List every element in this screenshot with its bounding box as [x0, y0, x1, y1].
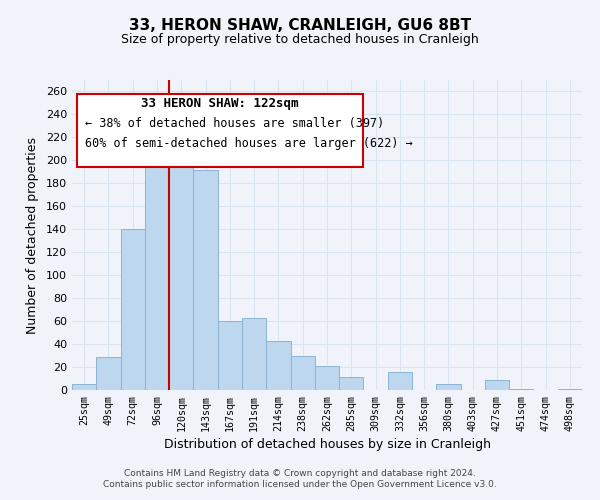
Bar	[169, 149, 193, 390]
Bar	[436, 384, 461, 390]
FancyBboxPatch shape	[77, 94, 363, 167]
Text: 33, HERON SHAW, CRANLEIGH, GU6 8BT: 33, HERON SHAW, CRANLEIGH, GU6 8BT	[129, 18, 471, 32]
Text: Size of property relative to detached houses in Cranleigh: Size of property relative to detached ho…	[121, 32, 479, 46]
Text: Contains public sector information licensed under the Open Government Licence v3: Contains public sector information licen…	[103, 480, 497, 489]
Text: Contains HM Land Registry data © Crown copyright and database right 2024.: Contains HM Land Registry data © Crown c…	[124, 468, 476, 477]
Bar	[388, 372, 412, 390]
Bar	[339, 378, 364, 390]
Bar	[266, 340, 290, 390]
Bar	[218, 321, 242, 390]
Bar	[96, 356, 121, 390]
Bar	[242, 318, 266, 390]
Text: 60% of semi-detached houses are larger (622) →: 60% of semi-detached houses are larger (…	[85, 138, 413, 150]
Bar	[290, 356, 315, 390]
Bar	[193, 170, 218, 390]
Text: ← 38% of detached houses are smaller (397): ← 38% of detached houses are smaller (39…	[85, 117, 384, 130]
Bar	[121, 230, 145, 390]
Y-axis label: Number of detached properties: Number of detached properties	[26, 136, 39, 334]
X-axis label: Distribution of detached houses by size in Cranleigh: Distribution of detached houses by size …	[163, 438, 491, 451]
Bar	[145, 146, 169, 390]
Bar	[485, 380, 509, 390]
Bar	[72, 384, 96, 390]
Bar	[315, 366, 339, 390]
Bar	[509, 389, 533, 390]
Bar	[558, 389, 582, 390]
Text: 33 HERON SHAW: 122sqm: 33 HERON SHAW: 122sqm	[141, 97, 299, 110]
